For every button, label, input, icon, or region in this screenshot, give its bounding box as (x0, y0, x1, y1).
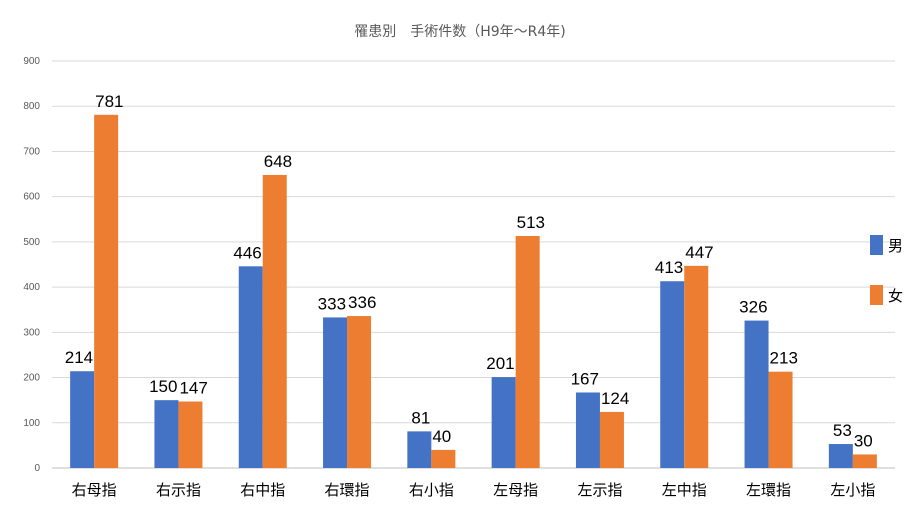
legend-swatch (870, 285, 883, 305)
data-label: 413 (655, 258, 683, 277)
y-tick-label: 800 (23, 101, 40, 112)
data-label: 326 (739, 298, 767, 317)
data-label: 333 (318, 294, 346, 313)
data-label: 124 (601, 389, 629, 408)
x-tick-label: 左母指 (493, 481, 538, 499)
bar (515, 236, 540, 468)
bar (768, 371, 793, 468)
bar (70, 371, 95, 468)
x-tick-label: 左中指 (662, 481, 707, 499)
y-tick-label: 0 (34, 463, 40, 474)
data-label: 167 (571, 369, 599, 388)
data-label: 201 (486, 354, 514, 373)
bar (828, 444, 853, 468)
x-tick-label: 右示指 (156, 481, 201, 499)
bars (70, 114, 877, 468)
x-axis-ticks: 右母指 右示指 右中指 右環指 右小指 左母指 左示指 左中指 左環指 左小指 (72, 481, 876, 499)
data-label: 214 (65, 348, 93, 367)
bar (154, 400, 179, 468)
y-axis-ticks: 0 100 200 300 400 500 600 700 800 900 (23, 56, 40, 474)
x-tick-label: 左環指 (746, 481, 791, 499)
chart-title: 罹患別 手術件数（H9年〜R4年) (354, 24, 566, 40)
bar (238, 266, 263, 468)
bar (407, 431, 432, 468)
data-label: 30 (854, 431, 873, 450)
data-label: 40 (432, 427, 451, 446)
y-tick-label: 300 (23, 327, 40, 338)
legend-swatch (870, 235, 883, 255)
y-tick-label: 600 (23, 192, 40, 203)
y-tick-label: 200 (23, 373, 40, 384)
bar (852, 454, 877, 468)
legend-label: 男 (888, 237, 903, 255)
data-label: 446 (233, 243, 261, 262)
bar (660, 281, 685, 468)
x-tick-label: 左示指 (577, 481, 622, 499)
bar (431, 449, 456, 468)
data-label: 447 (685, 243, 713, 262)
data-label: 336 (348, 293, 376, 312)
bar (491, 377, 516, 468)
bar (347, 316, 372, 468)
x-tick-label: 右環指 (325, 481, 370, 499)
data-label: 81 (411, 408, 430, 427)
data-label: 147 (179, 379, 207, 398)
x-tick-label: 右中指 (240, 481, 285, 499)
bar (323, 317, 348, 468)
data-label: 213 (770, 349, 798, 368)
y-tick-label: 100 (23, 418, 40, 429)
data-label: 513 (517, 213, 545, 232)
data-label: 53 (833, 421, 852, 440)
data-label: 648 (264, 152, 292, 171)
bar (575, 392, 600, 468)
legend: 男女 (870, 235, 903, 305)
x-tick-label: 左小指 (830, 481, 875, 499)
bar (178, 401, 203, 468)
y-tick-label: 400 (23, 282, 40, 293)
data-label: 781 (95, 92, 123, 111)
bar (744, 320, 769, 468)
bar (94, 114, 119, 468)
legend-label: 女 (888, 287, 903, 305)
bar (599, 411, 624, 468)
bar (684, 265, 709, 468)
data-label: 150 (149, 377, 177, 396)
y-tick-label: 500 (23, 237, 40, 248)
bar (262, 174, 287, 468)
x-tick-label: 右小指 (409, 481, 454, 499)
x-tick-label: 右母指 (72, 481, 117, 499)
y-tick-label: 900 (23, 56, 40, 67)
y-tick-label: 700 (23, 146, 40, 157)
